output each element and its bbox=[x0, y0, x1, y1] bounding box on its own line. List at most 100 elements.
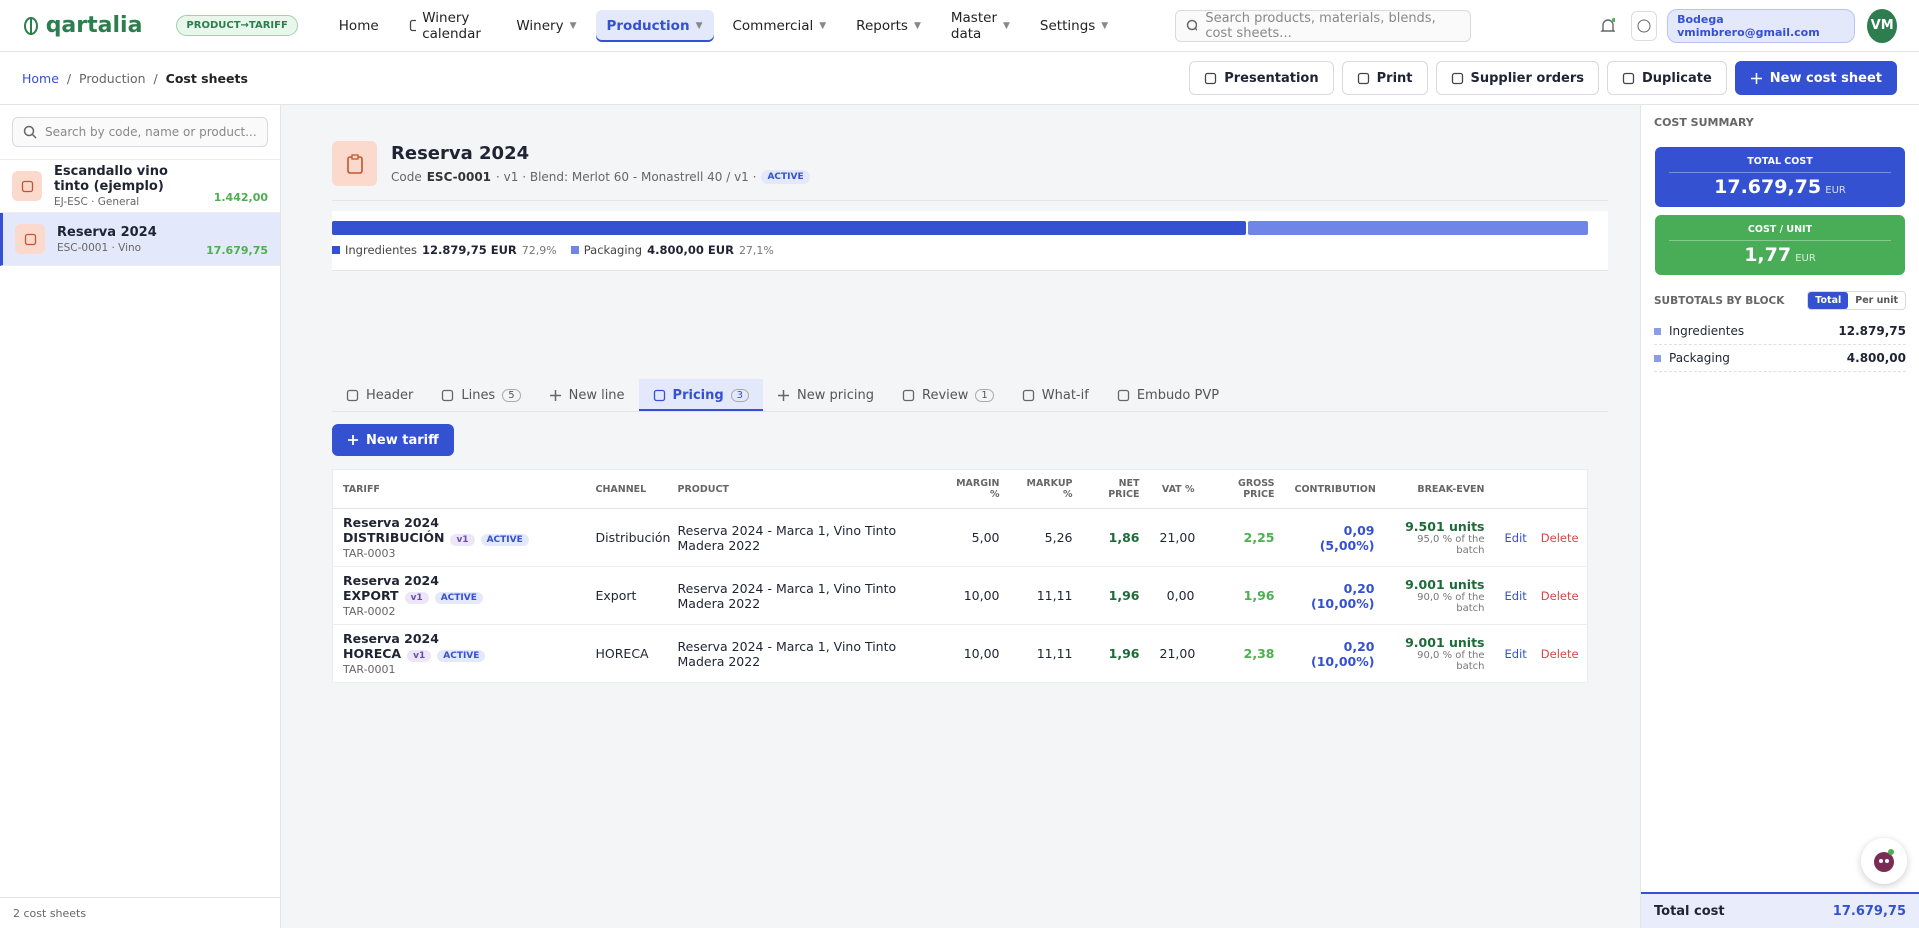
tab[interactable]: Review 1 bbox=[888, 379, 1008, 411]
action-button[interactable]: Presentation bbox=[1189, 61, 1334, 95]
delete[interactable]: Delete bbox=[1540, 646, 1579, 661]
shape bbox=[1611, 17, 1615, 22]
icon bbox=[778, 389, 790, 401]
shape bbox=[549, 389, 561, 401]
break-even-note: 95,0 % of the batch bbox=[1417, 534, 1485, 556]
tab[interactable]: Embudo PVP bbox=[1103, 379, 1233, 411]
version: v1 bbox=[407, 650, 432, 662]
assistant-button[interactable] bbox=[1861, 838, 1907, 884]
column-header: MARGIN % bbox=[936, 469, 1010, 509]
rows: Reserva 2024 DISTRIBUCIÓN v1 ACTIVE TAR-000… bbox=[332, 508, 1588, 683]
breadcrumb-bar: Home / Production / Cost sheets Presenta… bbox=[0, 52, 1919, 105]
cost-sheet-item[interactable]: Reserva 2024 ESC-0001 · Vino 17.679,75 bbox=[0, 213, 280, 266]
tab[interactable]: New pricing bbox=[763, 379, 888, 411]
action-button[interactable]: Supplier orders bbox=[1435, 61, 1600, 95]
edit[interactable]: Edit bbox=[1504, 530, 1527, 545]
label: New tariff bbox=[366, 432, 439, 448]
break-even-units: 9.001 units bbox=[1405, 635, 1485, 650]
shape bbox=[1357, 72, 1369, 84]
column-header: MARKUP % bbox=[1009, 469, 1083, 509]
icon bbox=[442, 389, 454, 401]
summary-footer: Total cost 17.679,75 bbox=[1641, 892, 1919, 928]
item-name: Escandallo vino tinto (ejemplo) bbox=[54, 164, 168, 194]
column-header: CHANNEL bbox=[585, 469, 668, 509]
nav-item[interactable]: Master data ▼ bbox=[940, 10, 1021, 42]
cost-sheet-item[interactable]: Escandallo vino tinto (ejemplo) EJ-ESC · … bbox=[0, 160, 280, 213]
gross-price: 2,25 bbox=[1204, 508, 1285, 567]
tab[interactable]: What-if bbox=[1008, 379, 1103, 411]
sheet-meta: Code ESC-0001 · v1 · Blend: Merlot 60 - Mo… bbox=[391, 170, 810, 184]
chevron: ▼ bbox=[819, 20, 827, 31]
tab-count: 3 bbox=[730, 388, 750, 402]
swatch bbox=[570, 246, 579, 254]
action-button[interactable]: Print bbox=[1341, 61, 1428, 95]
new-tariff-button[interactable]: New tariff bbox=[332, 424, 454, 456]
notifications[interactable] bbox=[1599, 17, 1615, 35]
crumb[interactable]: Production bbox=[79, 70, 146, 86]
toggle-option[interactable]: Total bbox=[1808, 292, 1849, 309]
break-even-units: 9.501 units bbox=[1405, 519, 1485, 534]
break-even-note: 90,0 % of the batch bbox=[1417, 592, 1485, 614]
help[interactable] bbox=[1630, 10, 1658, 41]
nav-item[interactable]: Winery ▼ bbox=[505, 10, 587, 42]
nav-item[interactable]: Reports ▼ bbox=[845, 10, 932, 42]
column-header: GROSS PRICE bbox=[1204, 469, 1285, 509]
shape: 1,77 EUR bbox=[1669, 240, 1891, 266]
tab[interactable]: Pricing 3 bbox=[638, 379, 764, 411]
delete[interactable]: Delete bbox=[1540, 530, 1579, 545]
nav-item[interactable]: Settings ▼ bbox=[1029, 10, 1119, 42]
shape bbox=[346, 389, 359, 401]
clipboard bbox=[346, 153, 363, 174]
code: ESC-0001 bbox=[426, 170, 492, 184]
nav-item[interactable]: Home bbox=[328, 10, 390, 42]
nav-item[interactable]: Production ▼ bbox=[595, 9, 714, 42]
vat: 21,00 bbox=[1149, 508, 1205, 567]
crumb[interactable]: Home bbox=[22, 70, 59, 86]
contribution: 0,20 (10,00%) bbox=[1284, 624, 1385, 683]
net-price: 1,96 bbox=[1082, 566, 1150, 625]
tab-label: Lines bbox=[461, 387, 496, 403]
icon bbox=[1451, 72, 1463, 84]
icon bbox=[1205, 72, 1217, 84]
tab[interactable]: Lines 5 bbox=[427, 379, 534, 411]
action-button[interactable]: New cost sheet bbox=[1734, 61, 1897, 95]
avatar[interactable]: VM bbox=[1867, 8, 1897, 43]
sidebar-search[interactable]: Search by code, name or product... bbox=[12, 117, 268, 147]
brand[interactable]: qartalia bbox=[45, 13, 143, 38]
tariff-name: Reserva 2024 DISTRIBUCIÓN bbox=[343, 515, 445, 545]
breadcrumb: Home / Production / Cost sheets bbox=[22, 70, 248, 86]
gross-price: 1,96 bbox=[1204, 566, 1285, 625]
actions: Presentation Print Supplier orders Duplicat… bbox=[1181, 61, 1897, 95]
nav-item[interactable]: Commercial ▼ bbox=[722, 10, 838, 42]
subtotals-header: SUBTOTALS BY BLOCK Total Per unit bbox=[1641, 275, 1919, 318]
product: Reserva 2024 - Marca 1, Vino Tinto Mader… bbox=[667, 508, 937, 567]
legend-amount: 12.879,75 EUR bbox=[421, 243, 517, 257]
action-button[interactable]: Duplicate bbox=[1607, 61, 1727, 95]
version: v1 bbox=[450, 534, 475, 546]
chevron: ▼ bbox=[913, 20, 921, 31]
global-search[interactable]: Search products, materials, blends, cost… bbox=[1175, 9, 1471, 42]
block-name: Ingredientes bbox=[1669, 324, 1745, 338]
item-total: 17.679,75 bbox=[206, 244, 268, 257]
tab[interactable]: Header bbox=[332, 379, 427, 411]
icon bbox=[346, 389, 359, 401]
user-email[interactable]: Bodega vmimbrero@gmail.com bbox=[1667, 8, 1856, 43]
nav-item[interactable]: Winery calendar bbox=[398, 10, 498, 42]
delete[interactable]: Delete bbox=[1540, 588, 1579, 603]
code-label: Code bbox=[391, 170, 422, 184]
sheet-header: Reserva 2024 Code ESC-0001 · v1 · Blend: M… bbox=[332, 139, 1608, 201]
edit[interactable]: Edit bbox=[1504, 588, 1527, 603]
shape bbox=[1117, 389, 1129, 401]
toggle-option[interactable]: Per unit bbox=[1855, 295, 1898, 306]
search-icon bbox=[1186, 19, 1198, 31]
tariff-code: TAR-0001 bbox=[343, 663, 396, 676]
margin: 10,00 bbox=[936, 566, 1010, 625]
column-header: CONTRIBUTION bbox=[1284, 469, 1385, 509]
tab[interactable]: New line bbox=[535, 379, 639, 411]
icon bbox=[653, 389, 665, 401]
column-header: BREAK-EVEN bbox=[1384, 469, 1495, 509]
tab-count: 1 bbox=[975, 388, 994, 402]
edit[interactable]: Edit bbox=[1504, 646, 1527, 661]
search-placeholder: Search products, materials, blends, cost… bbox=[1205, 10, 1436, 41]
